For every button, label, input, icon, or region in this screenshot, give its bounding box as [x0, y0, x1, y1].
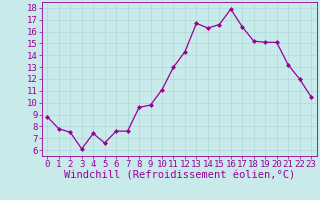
X-axis label: Windchill (Refroidissement éolien,°C): Windchill (Refroidissement éolien,°C) [64, 171, 295, 181]
